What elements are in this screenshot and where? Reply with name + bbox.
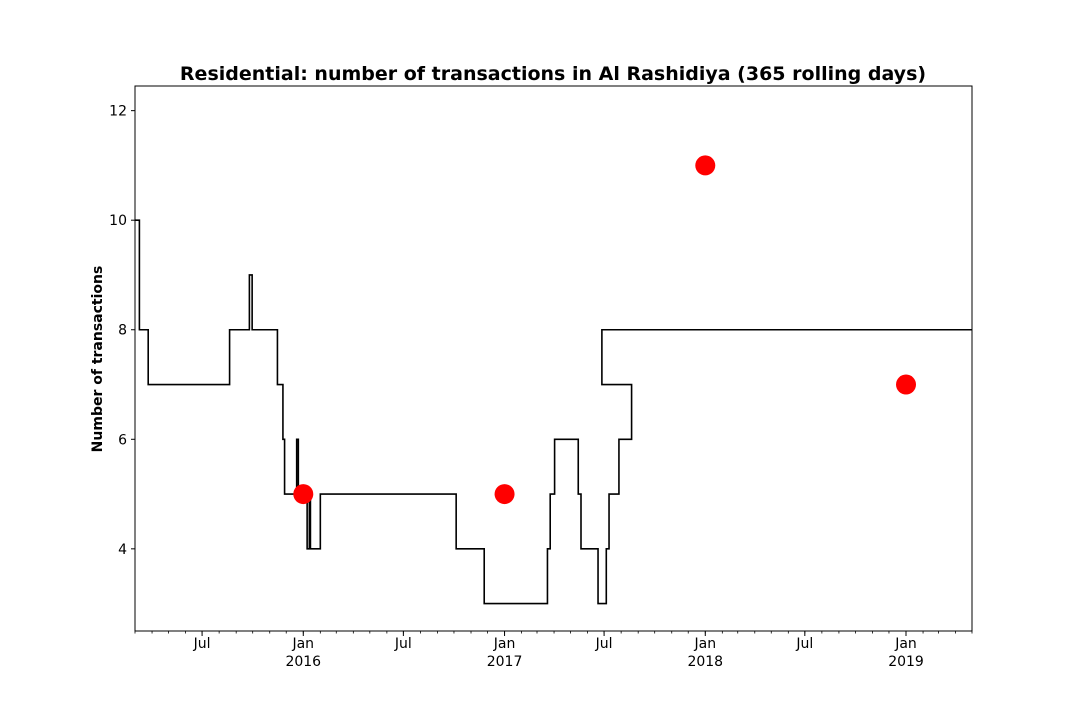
- x-tick-label-7: Jan: [894, 636, 917, 652]
- y-tick-label-2: 8: [118, 323, 127, 339]
- y-tick-label-0: 4: [118, 542, 127, 558]
- x-tick-label-4: Jul: [595, 636, 613, 652]
- y-tick-label-3: 10: [109, 213, 127, 229]
- x-tick-year-1: 2016: [285, 654, 321, 670]
- axes: 4 6 8 10 12 Jul Jan 2016 Jul Jan 2017 Jul Jan 2018 Jul…: [109, 104, 973, 670]
- x-tick-label-1: Jan: [291, 636, 314, 652]
- x-tick-label-0: Jul: [193, 636, 211, 652]
- x-tick-label-5: Jan: [693, 636, 716, 652]
- x-tick-label-6: Jul: [795, 636, 813, 652]
- x-tick-year-7: 2019: [888, 654, 924, 670]
- highlight-marker-0: [293, 484, 314, 505]
- y-axis-label: Number of transactions: [90, 266, 106, 453]
- x-tick-label-3: Jan: [493, 636, 516, 652]
- highlight-marker-3: [896, 374, 917, 395]
- x-tick-year-5: 2018: [687, 654, 723, 670]
- plot-area: [135, 155, 972, 605]
- plot-frame: [134, 85, 973, 632]
- highlight-marker-1: [494, 484, 515, 505]
- x-tick-year-3: 2017: [487, 654, 523, 670]
- y-tick-label-4: 12: [109, 104, 127, 120]
- x-tick-label-2: Jul: [394, 636, 412, 652]
- highlight-marker-2: [695, 155, 716, 176]
- chart-title: Residential: number of transactions in A…: [180, 63, 926, 85]
- y-tick-label-1: 6: [118, 432, 127, 448]
- series-line-0: [135, 219, 972, 605]
